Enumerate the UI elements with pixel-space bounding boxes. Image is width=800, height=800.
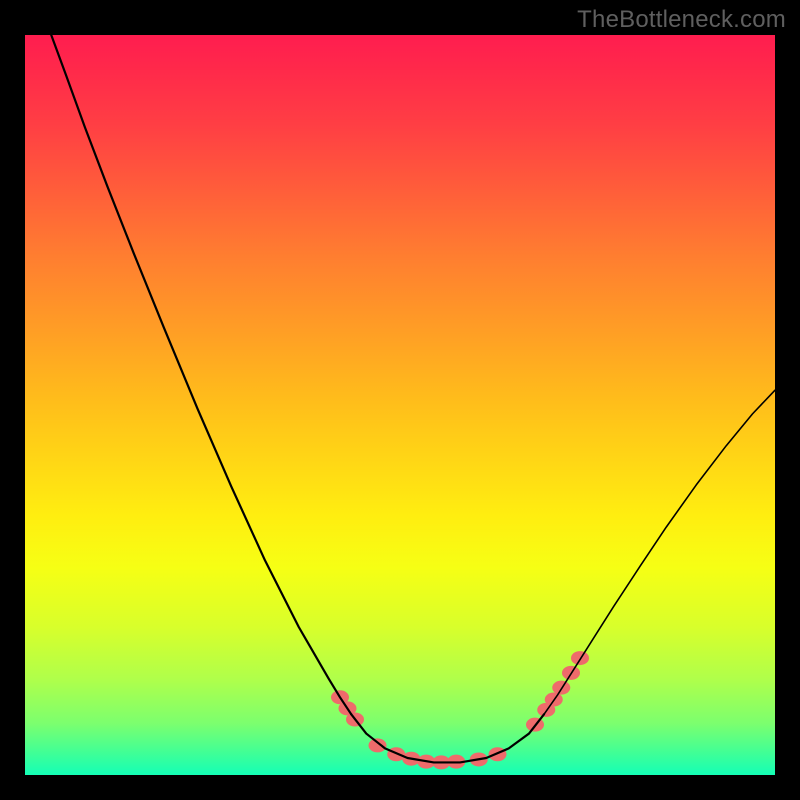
data-marker [369,738,387,752]
watermark-text: TheBottleneck.com [577,6,786,34]
chart-container: TheBottleneck.com [0,0,800,800]
plot-area [25,35,775,775]
chart-svg [25,35,775,775]
chart-background [25,35,775,775]
